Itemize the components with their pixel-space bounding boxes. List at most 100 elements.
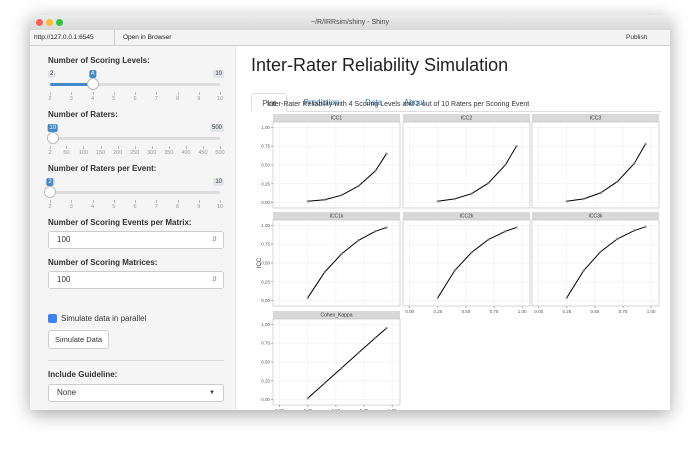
spinner[interactable]: ⇵ [211,277,217,283]
data-point [487,238,490,241]
slider-tick-label: 500 [215,150,225,156]
slider-tick [100,146,102,149]
data-point [599,250,602,253]
slider-tick-label: 4 [90,204,95,210]
data-point [306,296,310,300]
url: http://127.0.0.1:6545 [34,34,94,41]
toolbar: http://127.0.0.1:6545 Open in Browser Pu… [30,30,670,46]
slider-tick [135,200,136,203]
sidebar: Simulate data in parallel Simulate Data … [30,46,236,410]
fit-curve [566,143,646,202]
data-point [436,199,440,203]
slider-tick [156,92,158,95]
slider-tick-label: 200 [112,150,123,156]
minimize-button[interactable] [46,19,53,26]
slider-tick [113,92,115,95]
facet-title: ICC3k [589,214,603,220]
data-point [385,226,388,229]
slider-tick [156,200,158,203]
slider-tick-label: 5 [112,204,116,210]
slider-tick-label: 6 [133,96,137,102]
slider-tick-label: 2 [48,150,52,156]
data-point [632,162,636,165]
fit-curve [437,145,517,202]
slider-tick [71,200,73,203]
slider-tick-label: 2 [48,204,52,210]
y-tick-label: 0.50 [261,163,270,168]
y-tick-label: 0.00 [261,298,270,303]
slider-tick-label: 3 [69,204,73,210]
facet-strip [273,311,400,319]
simulate-button[interactable]: Simulate Data [48,330,110,349]
fit-curve [307,153,387,202]
data-point [385,326,388,330]
data-point [323,381,326,385]
tab[interactable]: Prediction [303,98,340,107]
slider-tick-label: 10 [216,204,224,210]
tab[interactable]: About [403,98,425,107]
slider-tick [185,146,187,149]
slider-tick-label: 2 [48,96,52,102]
y-tick-label: 0.00 [261,397,270,402]
guideline-select[interactable]: None ▼ [48,384,224,402]
data-point [616,180,619,183]
facet-strip [532,212,659,220]
number-input[interactable]: 100 ⇵ [48,231,224,249]
data-point [306,396,310,400]
divider [48,360,224,361]
y-tick-label: 0.75 [261,144,270,149]
x-tick-label: 0.00 [275,408,284,410]
slider-label: Number of Raters: [48,110,118,119]
slider-tick-label: 100 [78,150,89,156]
slider-value: 10 [47,124,59,132]
slider-handle[interactable] [44,186,56,198]
data-point [644,225,647,229]
facet-title: ICC1 [331,116,343,122]
slider-track [50,137,220,140]
y-tick-label: 0.00 [261,200,270,205]
fit-curve [437,227,517,298]
input-label: Number of Scoring Events per Matrix: [48,218,192,227]
data-point [357,184,360,188]
publish-button[interactable]: Publish [626,34,648,41]
slider-tick-label: 50 [63,150,70,156]
slider-min: 2 [48,70,56,78]
x-tick-label: 0.50 [591,309,600,314]
plot: Inter-Rater Reliability with 4 Scoring L… [257,101,660,410]
slider-tick-label: 400 [181,150,191,156]
number-input[interactable]: 100 ⇵ [48,271,224,289]
y-tick-label: 1.00 [261,322,270,327]
close-button[interactable] [36,19,43,26]
x-tick-label: 0.50 [332,408,341,410]
x-tick-label: 0.75 [490,309,499,314]
slider-tick [135,92,136,95]
dropdown-arrow: ▼ [209,390,215,396]
y-tick-label: 0.25 [261,378,270,383]
facet-title: ICC3 [590,116,602,122]
slider-handle[interactable] [46,132,59,144]
data-point [373,336,377,340]
open-in-browser[interactable]: Open in Browser [114,30,171,45]
data-point [644,142,647,146]
slider-tick-label: 5 [112,96,116,102]
slider-fill [50,83,93,86]
tab[interactable]: Plot [251,93,288,112]
data-point [323,270,326,274]
slider-value: 4 [88,70,97,78]
slider-handle[interactable] [86,78,99,90]
x-tick-label: 0.00 [405,309,414,314]
data-point [340,193,343,197]
data-point [582,269,585,272]
slider-tick-label: 8 [175,204,180,210]
spinner[interactable]: ⇵ [211,237,217,243]
y-tick-label: 0.50 [261,261,270,266]
zoom-button[interactable] [56,19,63,26]
tab[interactable]: Data [365,98,383,107]
data-point [373,169,377,173]
slider-track [50,83,220,86]
y-tick-label: 1.00 [261,125,270,130]
checkbox[interactable] [48,314,57,323]
slider-label: Number of Scoring Levels: [48,56,150,65]
slider-tick [50,146,51,149]
